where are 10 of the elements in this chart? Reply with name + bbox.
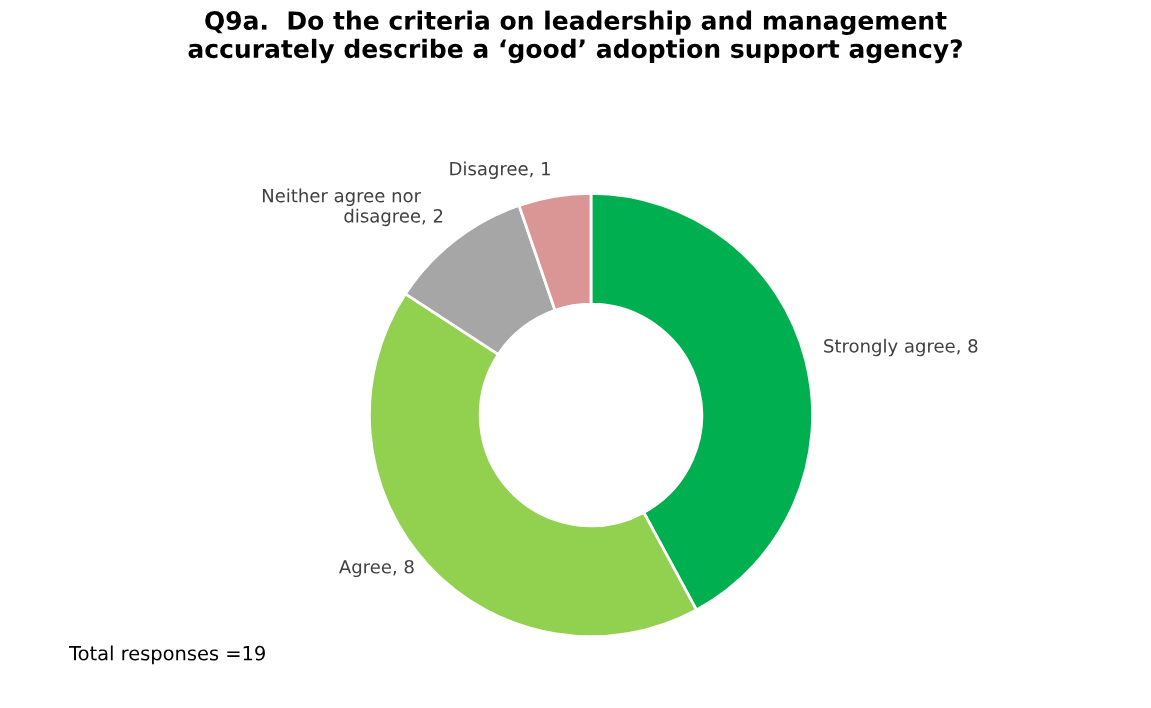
data-label: , 2 <box>422 208 443 225</box>
text: Total responses =19 <box>69 645 265 665</box>
slice-label: Strongly agree <box>824 338 955 357</box>
slice-label: Agree <box>339 560 391 578</box>
chart-title: Q9a. Do the criteria on leadership and management accurately describe a ‘good’ adoption support agency? <box>188 10 962 64</box>
slice-label: Disagree <box>450 161 528 179</box>
slice-label: Neither agree nor disagree <box>262 188 422 227</box>
data-label: , 1 <box>530 162 550 178</box>
data-label: , 8 <box>393 559 414 576</box>
data-label: , 8 <box>957 339 978 355</box>
